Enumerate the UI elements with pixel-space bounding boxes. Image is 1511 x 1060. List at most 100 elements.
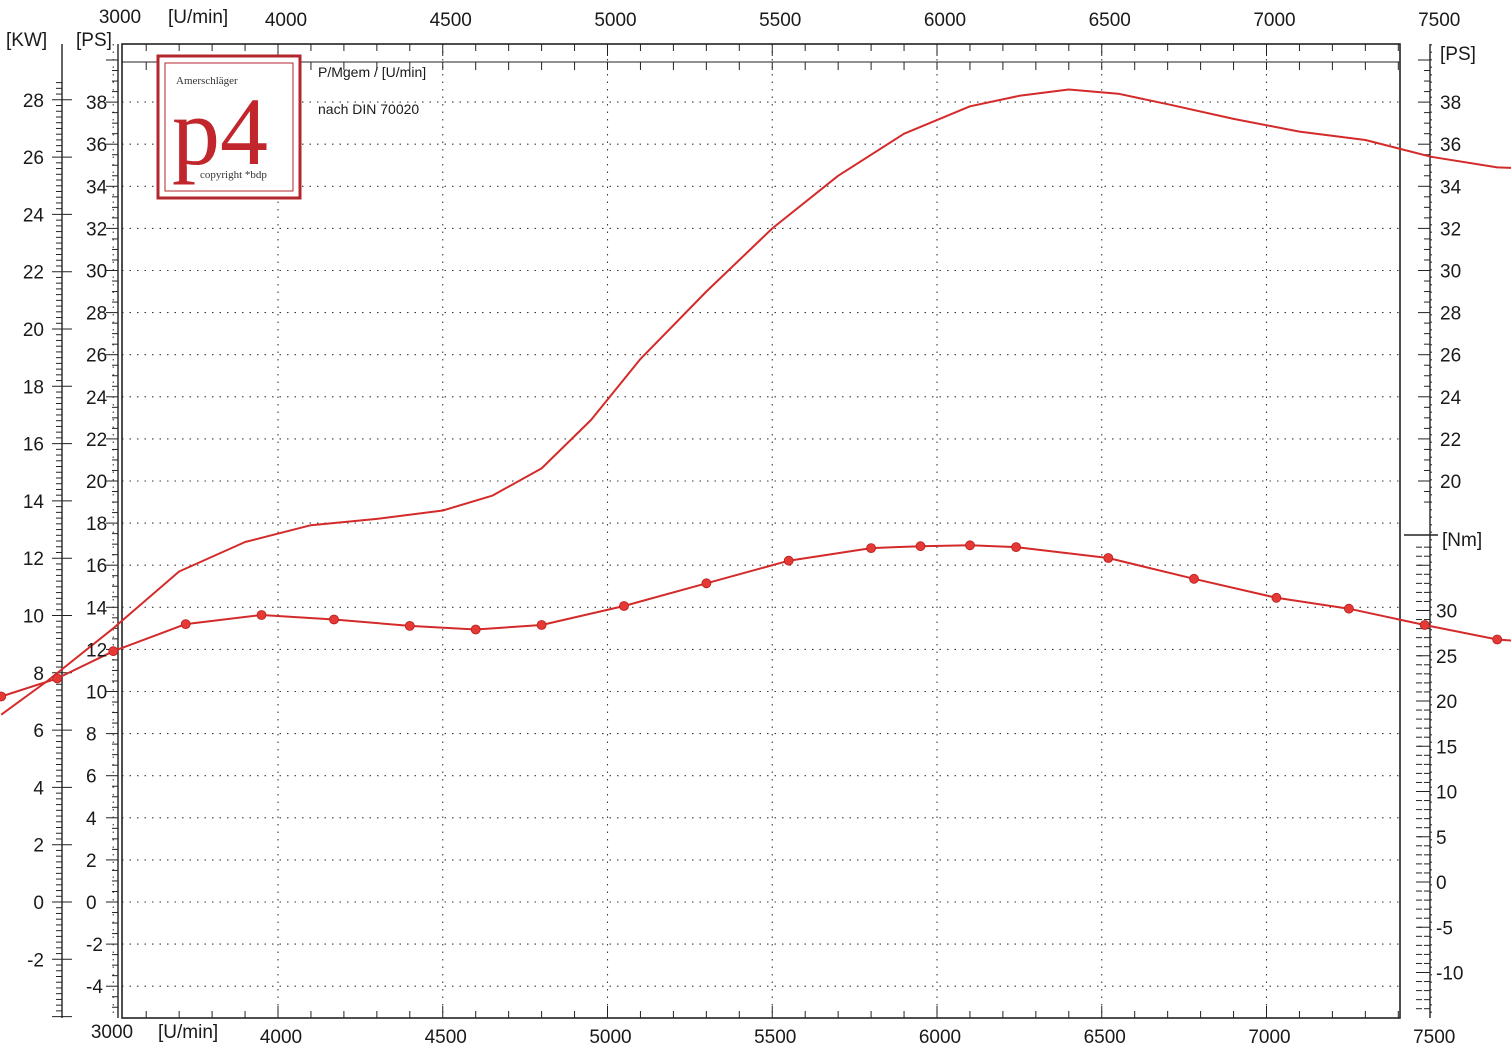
ps-tick-label: 0 bbox=[86, 893, 97, 914]
nm-axis-label: [Nm] bbox=[1442, 530, 1482, 551]
plot-border bbox=[121, 43, 1401, 1019]
axes bbox=[52, 44, 1438, 1018]
nm-tick-label: -10 bbox=[1436, 964, 1463, 985]
nm-tick-label: 10 bbox=[1436, 783, 1457, 804]
ps-tick-label: 36 bbox=[86, 135, 107, 156]
nm-tick-label: 0 bbox=[1436, 873, 1447, 894]
series-point bbox=[470, 624, 481, 635]
ps-tick-label: -2 bbox=[86, 935, 103, 956]
ps-tick-label: 14 bbox=[86, 598, 108, 619]
x-tick-label-bottom: 3000 bbox=[91, 1022, 133, 1043]
ps-tick-label: 12 bbox=[86, 640, 107, 661]
ps-tick-label: 28 bbox=[86, 304, 107, 325]
nm-tick-label: 25 bbox=[1436, 647, 1457, 668]
series-point bbox=[965, 540, 975, 551]
x-tick-label-top: 7000 bbox=[1253, 10, 1295, 31]
series-point bbox=[180, 619, 191, 629]
kw-tick-label: 24 bbox=[23, 205, 45, 226]
x-tick-label-top: 4000 bbox=[265, 10, 307, 31]
ps-tick-label-right: 26 bbox=[1440, 346, 1461, 367]
kw-tick-label: 4 bbox=[33, 778, 44, 799]
series-point bbox=[52, 673, 63, 684]
x-tick-label-bottom: 7000 bbox=[1248, 1027, 1290, 1048]
series-point bbox=[701, 578, 712, 589]
series-point bbox=[1492, 634, 1503, 645]
kw-tick-label: 16 bbox=[23, 435, 44, 456]
ps-tick-label: 34 bbox=[86, 177, 108, 198]
nm-tick-label: 20 bbox=[1436, 692, 1457, 713]
chart-frame bbox=[121, 43, 1401, 1019]
series-point bbox=[1344, 603, 1354, 614]
ps-tick-label-right: 22 bbox=[1440, 430, 1461, 451]
x-tick-label-top: 5500 bbox=[759, 10, 801, 31]
x-tick-label-bottom: 6500 bbox=[1084, 1027, 1126, 1048]
ps-tick-label: 10 bbox=[86, 683, 107, 704]
series-point bbox=[256, 610, 267, 620]
series-point bbox=[0, 691, 7, 702]
x-unit-label-top: [U/min] bbox=[168, 7, 228, 28]
ps-tick-label-right: 34 bbox=[1440, 177, 1462, 198]
x-tick-label-bottom: 4000 bbox=[260, 1027, 302, 1048]
kw-tick-label: 12 bbox=[23, 549, 44, 570]
ps-tick-label: 38 bbox=[86, 93, 107, 114]
ps-tick-label: 30 bbox=[86, 262, 107, 283]
din-annotation: nach DIN 70020 bbox=[318, 101, 419, 117]
kw-tick-label: 10 bbox=[23, 607, 44, 628]
ps-tick-label: 4 bbox=[86, 809, 97, 830]
nm-tick-label: 15 bbox=[1436, 737, 1457, 758]
ps-tick-label: 6 bbox=[86, 767, 97, 788]
kw-tick-label: 0 bbox=[33, 893, 44, 914]
x-tick-label-top: 5000 bbox=[594, 10, 636, 31]
kw-tick-label: 2 bbox=[33, 836, 44, 857]
series-point bbox=[1271, 592, 1282, 603]
ps-tick-label: -4 bbox=[86, 977, 103, 998]
ps-axis-label-left: [PS] bbox=[76, 30, 112, 51]
kw-axis-label: [KW] bbox=[6, 30, 47, 51]
ps-tick-label: 2 bbox=[86, 851, 97, 872]
logo-p4-text: p4 bbox=[172, 78, 268, 185]
x-tick-label-bottom: 6000 bbox=[919, 1027, 961, 1048]
grid bbox=[112, 44, 1432, 1018]
x-tick-label-top: 6000 bbox=[924, 10, 966, 31]
ps-tick-label-right: 36 bbox=[1440, 135, 1461, 156]
kw-tick-label: 26 bbox=[23, 148, 44, 169]
series-point bbox=[404, 621, 415, 631]
ps-tick-label: 22 bbox=[86, 430, 107, 451]
series-point bbox=[108, 646, 119, 657]
series-point bbox=[915, 541, 926, 552]
nm-tick-label: 5 bbox=[1436, 828, 1447, 849]
ps-tick-label-right: 38 bbox=[1440, 93, 1461, 114]
series-point bbox=[329, 614, 339, 625]
series-point bbox=[783, 555, 794, 566]
ps-tick-label-right: 28 bbox=[1440, 304, 1461, 325]
x-tick-label-top: 4500 bbox=[430, 10, 472, 31]
kw-tick-label: 18 bbox=[23, 377, 44, 398]
ps-axis-label-right: [PS] bbox=[1440, 44, 1476, 65]
ps-tick-label-right: 32 bbox=[1440, 219, 1461, 240]
ps-tick-label-right: 20 bbox=[1440, 472, 1461, 493]
x-tick-label-bottom: 5000 bbox=[589, 1027, 631, 1048]
kw-tick-label: 22 bbox=[23, 263, 44, 284]
kw-tick-label: -2 bbox=[27, 950, 44, 971]
kw-tick-label: 20 bbox=[23, 320, 44, 341]
kw-tick-label: 8 bbox=[33, 664, 44, 685]
kw-tick-label: 6 bbox=[33, 721, 44, 742]
series-line-0 bbox=[0, 88, 1511, 716]
labels: 3000300040004000450045005000500055005500… bbox=[23, 7, 1464, 1048]
series-point bbox=[866, 543, 876, 553]
series bbox=[0, 88, 1511, 716]
ps-tick-label: 32 bbox=[86, 219, 107, 240]
series-point bbox=[619, 601, 629, 611]
series-point bbox=[536, 620, 547, 630]
kw-tick-label: 28 bbox=[23, 91, 44, 112]
ps-tick-label-right: 30 bbox=[1440, 262, 1461, 283]
x-tick-label-top: 7500 bbox=[1418, 10, 1460, 31]
logo-copyright-text: copyright *bdp bbox=[200, 169, 267, 181]
ps-tick-label: 8 bbox=[86, 725, 97, 746]
series-point bbox=[1103, 553, 1114, 563]
x-unit-label-bottom: [U/min] bbox=[158, 1022, 218, 1043]
ps-tick-label-right: 24 bbox=[1440, 388, 1462, 409]
nm-tick-label: 30 bbox=[1436, 602, 1457, 623]
x-tick-label-top: 3000 bbox=[99, 7, 141, 28]
